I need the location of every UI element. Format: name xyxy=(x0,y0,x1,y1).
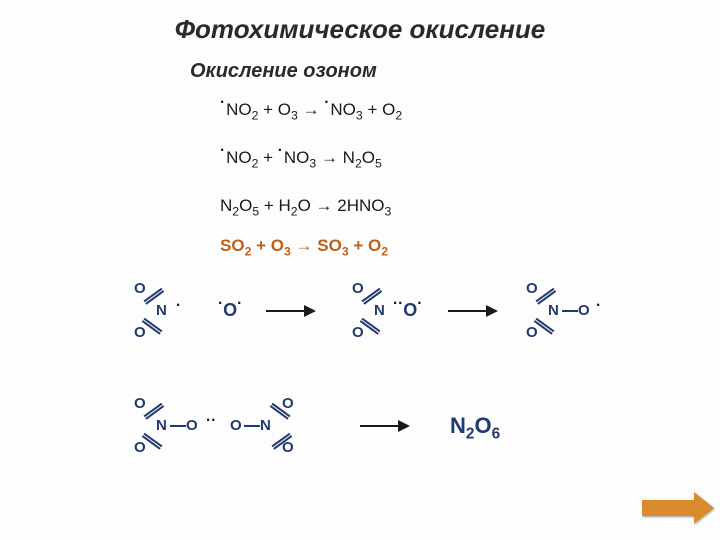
n-o-pair: ··O· xyxy=(393,300,422,321)
double-bond xyxy=(144,288,163,303)
subtitle: Окисление озоном xyxy=(190,60,377,83)
reaction-arrow xyxy=(360,425,408,427)
oxygen-radical: ·O· xyxy=(218,300,242,321)
radical-dot: · xyxy=(176,302,181,323)
no3-structure: O N O O xyxy=(522,280,598,340)
double-bond xyxy=(362,288,381,303)
radical-pair: ·· xyxy=(206,417,216,438)
radical-dot: · xyxy=(596,302,601,323)
double-bond xyxy=(536,288,555,303)
reaction-arrow xyxy=(448,310,496,312)
radical-dot: · xyxy=(220,142,225,159)
double-bond xyxy=(144,403,163,418)
double-bond xyxy=(144,318,163,333)
next-arrow-icon[interactable] xyxy=(642,500,696,516)
equation-2: ·NO2 + ·NO3 → N2O5 xyxy=(220,148,382,168)
slide: Фотохимическое окисление Окисление озоно… xyxy=(0,0,720,540)
radical-dot: · xyxy=(278,142,283,159)
single-bond xyxy=(562,310,578,312)
no3-structure-mirror: O N O O xyxy=(224,395,300,455)
single-bond xyxy=(170,425,186,427)
equation-1: ·NO2 + O3 → ·NO3 + O2 xyxy=(220,100,402,120)
radical-dot: · xyxy=(220,94,225,111)
no3-structure: O N O O xyxy=(130,395,206,455)
equation-4: SO2 + O3 → SO3 + O2 xyxy=(220,236,388,256)
page-title: Фотохимическое окисление xyxy=(0,14,720,45)
radical-dot: · xyxy=(324,94,329,111)
double-bond xyxy=(144,433,163,448)
reaction-arrow xyxy=(266,310,314,312)
single-bond xyxy=(244,425,260,427)
double-bond xyxy=(362,318,381,333)
equation-3: N2O5 + H2O → 2HNO3 xyxy=(220,196,391,216)
n2o6-formula: N2O6 xyxy=(450,413,500,439)
double-bond xyxy=(536,318,555,333)
